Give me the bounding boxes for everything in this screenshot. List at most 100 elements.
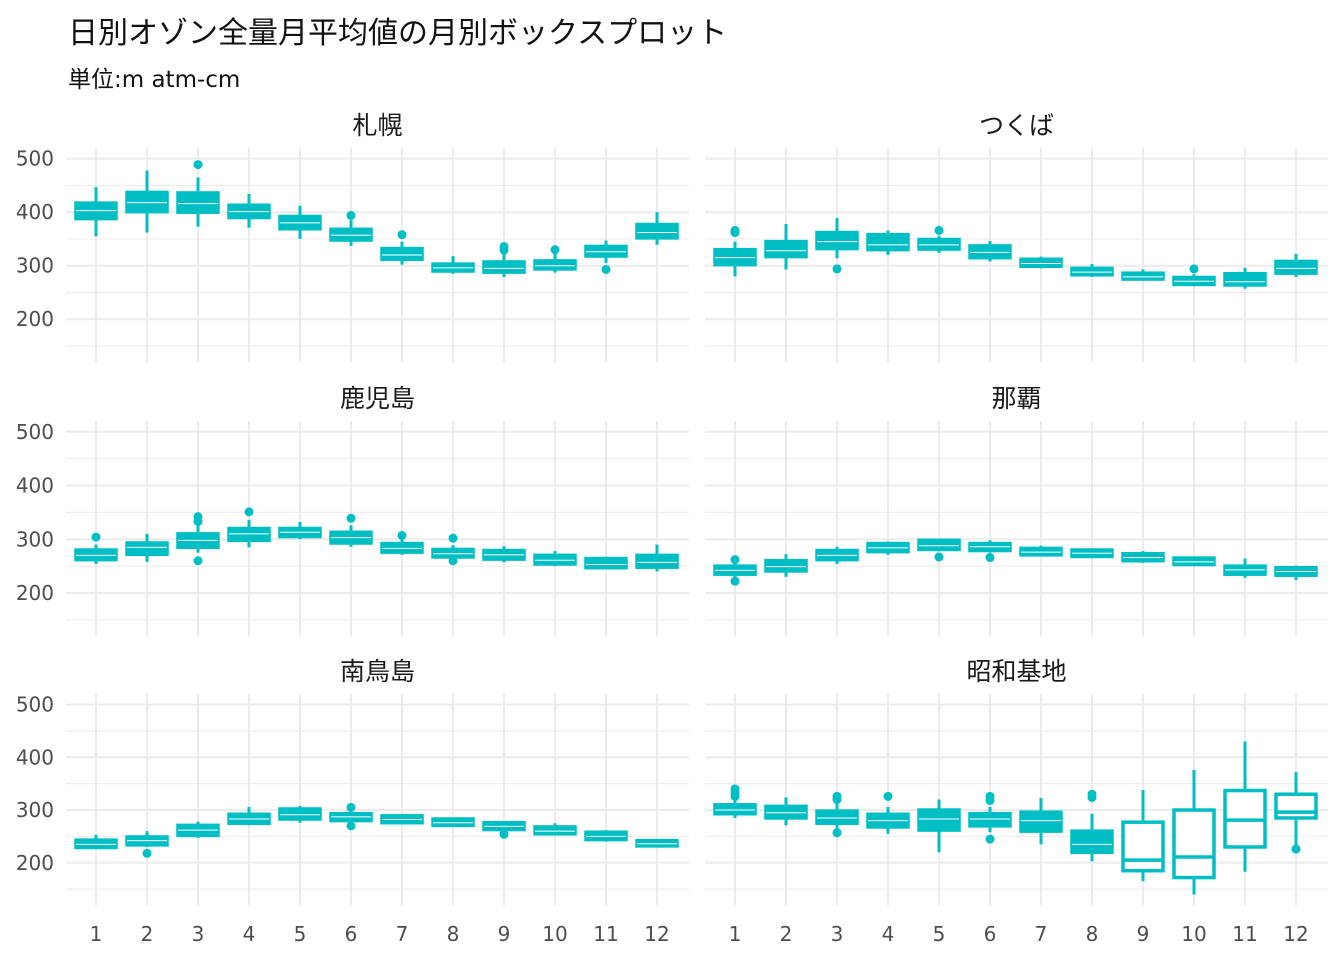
boxplot xyxy=(1274,565,1318,581)
box-iqr xyxy=(533,553,577,566)
outlier-point xyxy=(550,245,560,255)
outlier-point xyxy=(934,552,944,562)
y-tick-label: 500 xyxy=(16,147,54,171)
boxplot xyxy=(713,225,757,277)
chart-subtitle: 単位:m atm-cm xyxy=(68,67,241,93)
boxplot xyxy=(482,820,526,839)
outlier-point xyxy=(1189,264,1199,274)
outlier-point xyxy=(499,245,509,255)
boxplot xyxy=(329,802,373,831)
box-iqr xyxy=(584,244,628,258)
box-iqr xyxy=(1019,546,1063,557)
box-iqr xyxy=(764,239,808,259)
x-tick-label: 9 xyxy=(498,922,511,946)
x-tick-label: 8 xyxy=(1086,922,1099,946)
y-tick-label: 300 xyxy=(16,527,54,551)
x-tick-label: 5 xyxy=(933,922,946,946)
facet-strip-label: 南鳥島 xyxy=(340,657,415,686)
box-iqr xyxy=(74,548,118,562)
boxplot xyxy=(815,791,859,838)
boxplot xyxy=(1223,267,1267,289)
box-iqr xyxy=(227,526,271,543)
boxplot xyxy=(74,187,118,237)
x-tick-label: 10 xyxy=(1181,922,1206,946)
x-tick-label: 3 xyxy=(192,922,205,946)
outlier-point xyxy=(193,517,203,527)
outlier-point xyxy=(448,556,458,566)
x-tick-label: 9 xyxy=(1137,922,1150,946)
boxplot xyxy=(176,160,220,227)
boxplot xyxy=(713,555,757,586)
outlier-point xyxy=(730,228,740,238)
boxplot xyxy=(1172,556,1216,567)
boxplot xyxy=(125,170,169,233)
boxplot xyxy=(533,823,577,836)
boxplot xyxy=(125,831,169,858)
boxplot xyxy=(968,241,1012,262)
x-tick-label: 8 xyxy=(447,922,460,946)
x-tick-label: 11 xyxy=(593,922,618,946)
boxplot xyxy=(1070,789,1114,862)
boxplot xyxy=(380,530,424,555)
boxplot xyxy=(380,230,424,265)
boxplot xyxy=(176,821,220,839)
y-tick-label: 200 xyxy=(16,581,54,605)
boxplot xyxy=(1172,769,1216,895)
x-tick-label: 6 xyxy=(984,922,997,946)
y-tick-label: 300 xyxy=(16,254,54,278)
boxplot xyxy=(74,532,118,564)
outlier-point xyxy=(499,829,509,839)
box-iqr xyxy=(1070,829,1114,855)
x-tick-label: 3 xyxy=(831,922,844,946)
boxplot xyxy=(1121,269,1165,281)
box-iqr xyxy=(329,227,373,242)
x-tick-label: 6 xyxy=(345,922,358,946)
outlier-point xyxy=(883,791,893,801)
outlier-point xyxy=(985,834,995,844)
outlier-point xyxy=(1291,844,1301,854)
box-iqr xyxy=(635,553,679,569)
y-tick-label: 200 xyxy=(16,307,54,331)
outlier-point xyxy=(1087,792,1097,802)
box-iqr xyxy=(380,246,424,262)
boxplot xyxy=(764,223,808,270)
outlier-point xyxy=(346,821,356,831)
box-iqr xyxy=(968,811,1012,828)
outlier-point xyxy=(346,210,356,220)
y-tick-label: 400 xyxy=(16,745,54,769)
boxplot xyxy=(764,797,808,826)
boxplot xyxy=(713,784,757,818)
box-iqr xyxy=(764,804,808,820)
box-iqr xyxy=(431,547,475,559)
box-iqr xyxy=(533,825,577,836)
x-tick-label: 1 xyxy=(729,922,742,946)
outlier-point xyxy=(985,796,995,806)
box-iqr xyxy=(764,559,808,573)
facet-strip-label: 那覇 xyxy=(991,384,1041,413)
box-iqr xyxy=(584,556,628,570)
box-iqr xyxy=(1019,257,1063,268)
boxplot xyxy=(1121,551,1165,563)
box-iqr xyxy=(74,838,118,850)
boxplot xyxy=(584,556,628,570)
boxplot xyxy=(1223,741,1267,872)
outlier-point xyxy=(730,555,740,565)
box-iqr xyxy=(1121,271,1165,281)
boxplot xyxy=(968,791,1012,844)
boxplot xyxy=(1070,264,1114,277)
x-tick-label: 7 xyxy=(1035,922,1048,946)
boxplot xyxy=(431,533,475,566)
facet-strip-label: 札幌 xyxy=(352,111,402,140)
boxplot xyxy=(917,225,961,253)
box-iqr xyxy=(125,541,169,557)
boxplot xyxy=(1274,772,1318,854)
outlier-point xyxy=(142,848,152,858)
box-iqr xyxy=(917,538,961,552)
y-tick-label: 500 xyxy=(16,693,54,717)
boxplot xyxy=(1019,545,1063,557)
x-tick-label: 5 xyxy=(294,922,307,946)
boxplot xyxy=(866,541,910,555)
box-iqr xyxy=(1172,556,1216,567)
